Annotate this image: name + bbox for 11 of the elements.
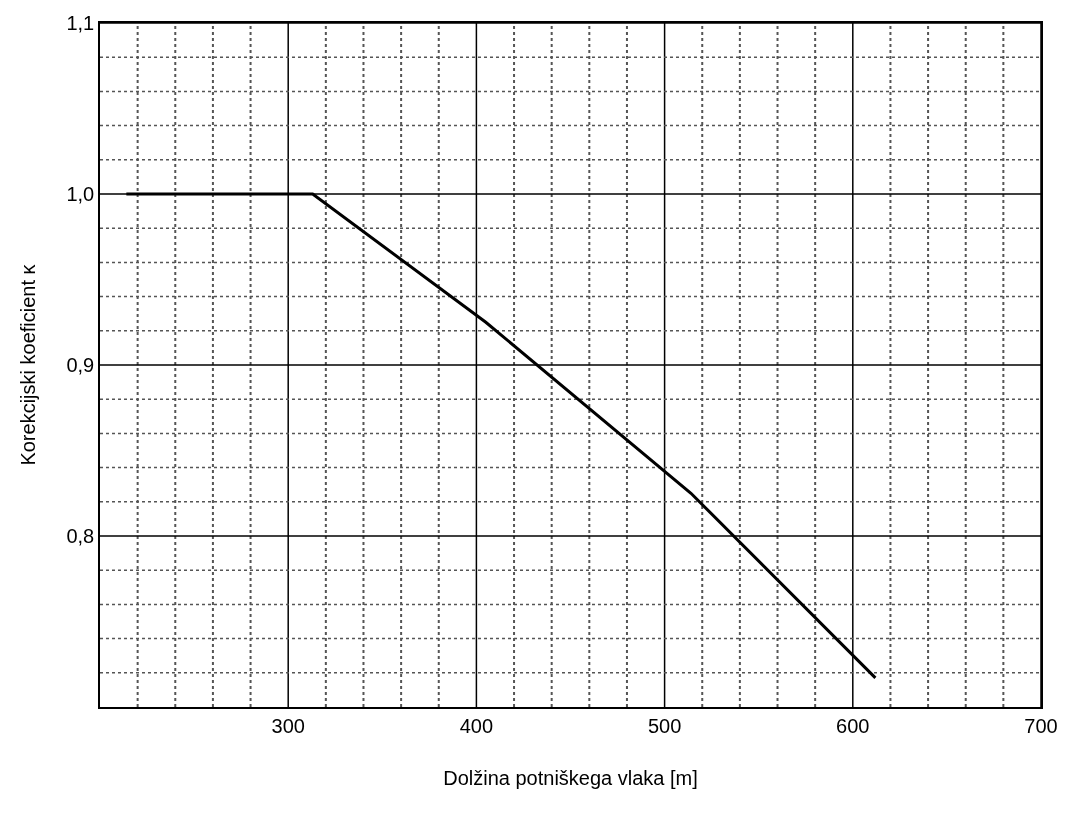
x-axis-title: Dolžina potniškega vlaka [m] — [443, 766, 698, 789]
x-tick-label: 500 — [647, 714, 682, 737]
y-axis-title: Korekcijski koeficient κ — [17, 263, 40, 466]
y-tick-label: 1,0 — [66, 183, 95, 205]
y-tick-label: 0,8 — [66, 525, 95, 547]
x-tick-label: 700 — [1024, 714, 1058, 737]
y-tick-label: 0,9 — [66, 354, 95, 376]
y-tick-label: 1,1 — [66, 12, 95, 34]
x-tick-label: 400 — [459, 714, 494, 737]
x-tick-label: 300 — [271, 714, 305, 737]
x-tick-label: 600 — [836, 714, 870, 737]
